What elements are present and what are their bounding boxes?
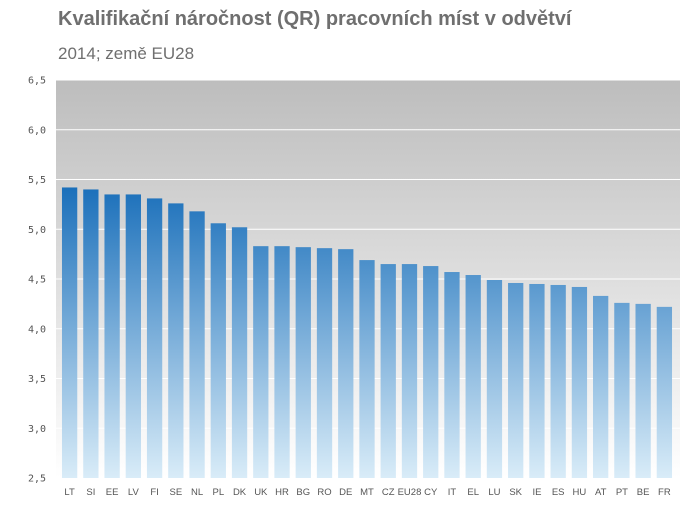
x-tick-label-sk: SK <box>509 487 522 498</box>
bar-uk <box>253 246 269 478</box>
x-tick-label-fr: FR <box>658 487 671 498</box>
bar-bg <box>295 247 311 478</box>
bar-ee <box>104 194 120 478</box>
x-tick-label-at: AT <box>595 487 607 498</box>
bar-es <box>550 284 566 478</box>
x-tick-label-fi: FI <box>150 487 158 498</box>
bar-lv <box>125 194 141 478</box>
y-tick-label: 3,0 <box>28 424 46 435</box>
bar-cz <box>380 264 396 478</box>
bar-fi <box>146 198 163 478</box>
bar-it <box>444 272 460 478</box>
bar-de <box>338 249 354 478</box>
bar-lt <box>61 187 78 478</box>
x-tick-label-ro: RO <box>317 487 331 498</box>
x-tick-label-cy: CY <box>424 487 438 498</box>
x-tick-label-ie: IE <box>532 487 541 498</box>
y-tick-label: 6,0 <box>28 125 46 136</box>
bar-dk <box>231 227 248 478</box>
bar-ie <box>529 283 545 478</box>
bar-cy <box>423 266 439 478</box>
x-tick-label-pl: PL <box>212 487 224 498</box>
x-tick-label-cz: CZ <box>382 487 395 498</box>
chart-title: Kvalifikační náročnost (QR) pracovních m… <box>58 8 572 30</box>
bar-lu <box>486 280 503 478</box>
bar-se <box>168 203 184 478</box>
bar-pl <box>210 223 226 478</box>
x-tick-label-es: ES <box>552 487 565 498</box>
bar-hu <box>571 286 588 478</box>
x-tick-label-nl: NL <box>191 487 203 498</box>
bar-nl <box>189 211 205 478</box>
x-tick-label-el: EL <box>467 487 479 498</box>
y-axis: 2,5 3,0 3,5 4,0 4,5 5,0 5,5 6,0 6,5 <box>28 76 46 485</box>
bar-mt <box>359 260 375 478</box>
y-tick-label: 2,5 <box>28 474 46 485</box>
y-tick-label: 4,0 <box>28 324 46 335</box>
y-tick-label: 5,0 <box>28 225 46 236</box>
x-tick-label-ee: EE <box>106 487 119 498</box>
chart-subtitle: 2014; země EU28 <box>58 44 195 63</box>
bar-ro <box>316 248 333 478</box>
x-tick-label-uk: UK <box>254 487 268 498</box>
y-tick-label: 3,5 <box>28 374 46 385</box>
x-tick-label-mt: MT <box>360 487 374 498</box>
y-tick-label: 4,5 <box>28 275 46 286</box>
x-tick-label-bg: BG <box>296 487 310 498</box>
x-tick-label-eu28: EU28 <box>398 487 422 498</box>
x-tick-label-it: IT <box>448 487 457 498</box>
x-axis: LT SI EE LV FI SE NL PL DK UK HR BG RO DE MT CZ EU28 CY IT… <box>64 487 670 498</box>
bar-sk <box>508 282 524 478</box>
x-tick-label-de: DE <box>339 487 352 498</box>
y-tick-label: 6,5 <box>28 76 46 87</box>
bar-be <box>635 303 651 479</box>
x-tick-label-pt: PT <box>616 487 628 498</box>
x-tick-label-lv: LV <box>128 487 140 498</box>
bar-fr <box>656 306 673 478</box>
bars <box>61 187 673 479</box>
bar-pt <box>614 302 630 478</box>
y-tick-label: 5,5 <box>28 175 46 186</box>
x-tick-label-hu: HU <box>573 487 587 498</box>
bar-el <box>465 275 481 478</box>
x-tick-label-lu: LU <box>488 487 500 498</box>
x-tick-label-se: SE <box>169 487 182 498</box>
bar-eu28 <box>401 264 418 478</box>
x-tick-label-lt: LT <box>64 487 75 498</box>
x-tick-label-be: BE <box>637 487 650 498</box>
bar-si <box>83 189 99 478</box>
x-tick-label-si: SI <box>86 487 95 498</box>
x-tick-label-dk: DK <box>233 487 247 498</box>
bar-hr <box>274 246 290 478</box>
x-tick-label-hr: HR <box>275 487 289 498</box>
bar-at <box>593 295 609 478</box>
